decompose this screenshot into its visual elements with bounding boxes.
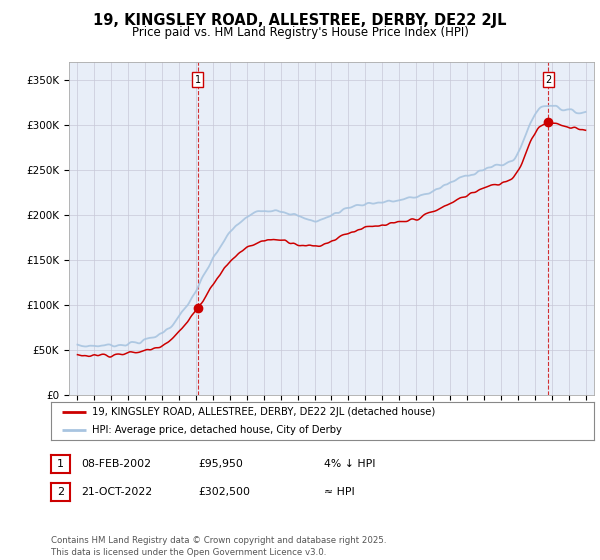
- Text: 08-FEB-2002: 08-FEB-2002: [81, 459, 151, 469]
- Text: 2: 2: [545, 74, 551, 85]
- Text: 1: 1: [57, 459, 64, 469]
- Text: 19, KINGSLEY ROAD, ALLESTREE, DERBY, DE22 2JL: 19, KINGSLEY ROAD, ALLESTREE, DERBY, DE2…: [93, 13, 507, 28]
- Text: 21-OCT-2022: 21-OCT-2022: [81, 487, 152, 497]
- Text: HPI: Average price, detached house, City of Derby: HPI: Average price, detached house, City…: [92, 425, 341, 435]
- Text: £302,500: £302,500: [198, 487, 250, 497]
- Text: 2: 2: [57, 487, 64, 497]
- Text: ≈ HPI: ≈ HPI: [324, 487, 355, 497]
- Text: Price paid vs. HM Land Registry's House Price Index (HPI): Price paid vs. HM Land Registry's House …: [131, 26, 469, 39]
- Text: £95,950: £95,950: [198, 459, 243, 469]
- Text: 19, KINGSLEY ROAD, ALLESTREE, DERBY, DE22 2JL (detached house): 19, KINGSLEY ROAD, ALLESTREE, DERBY, DE2…: [92, 407, 435, 417]
- Text: 4% ↓ HPI: 4% ↓ HPI: [324, 459, 376, 469]
- Text: 1: 1: [194, 74, 201, 85]
- Text: Contains HM Land Registry data © Crown copyright and database right 2025.
This d: Contains HM Land Registry data © Crown c…: [51, 536, 386, 557]
